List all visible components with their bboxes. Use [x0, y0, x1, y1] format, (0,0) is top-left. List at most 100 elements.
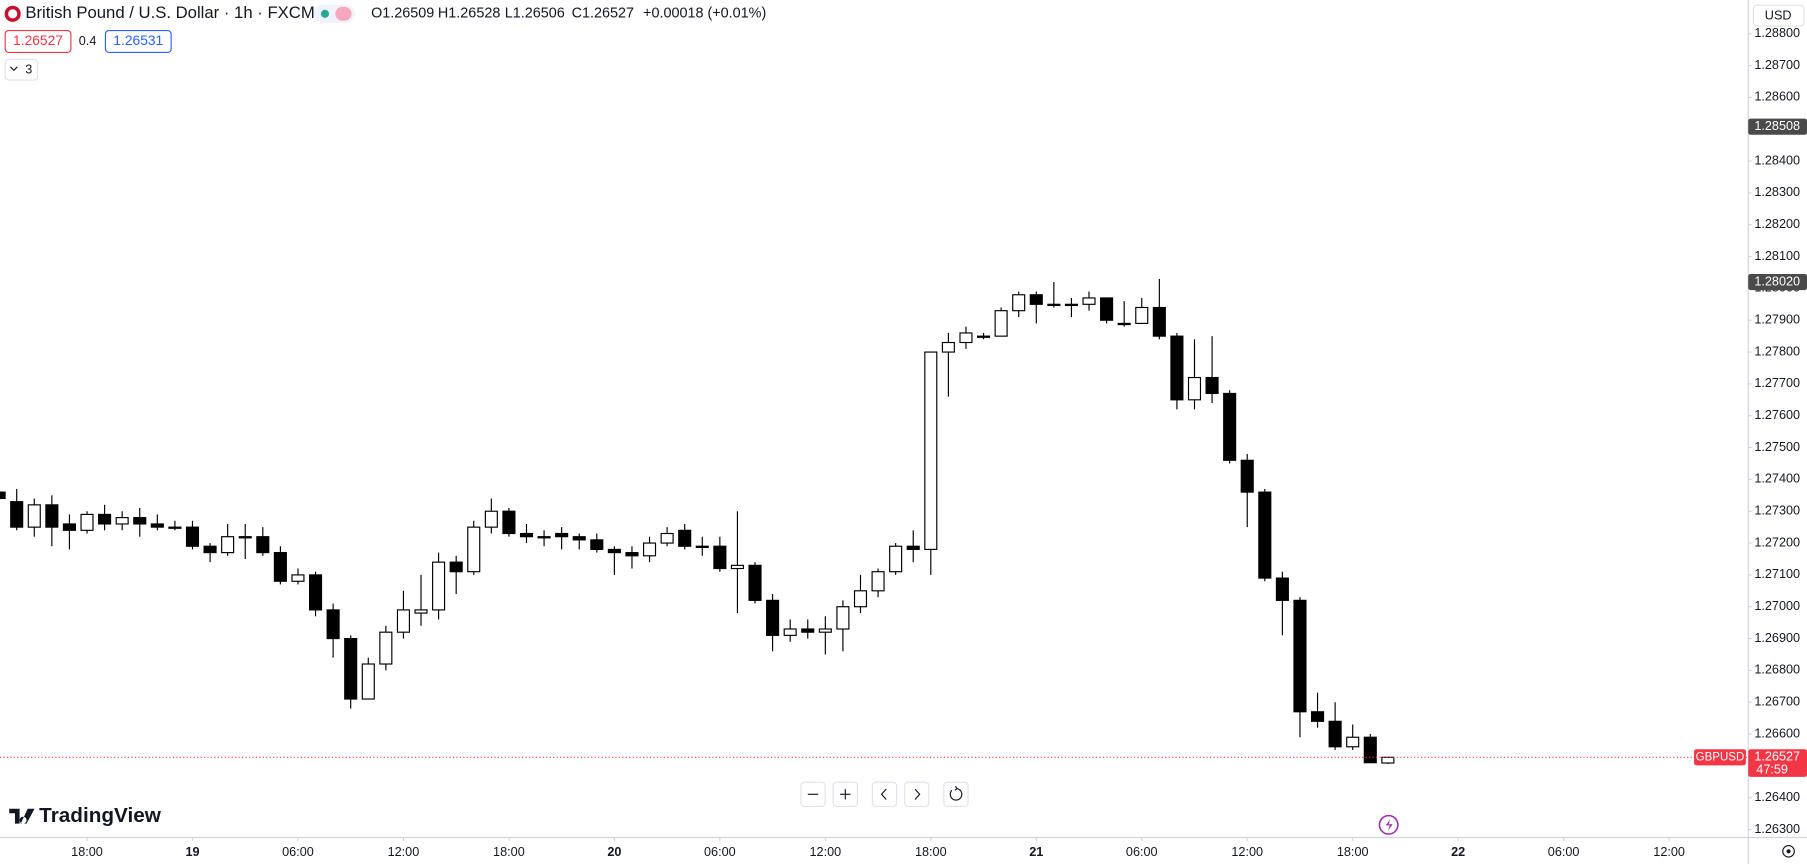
candle-body [80, 513, 94, 531]
zoom-in[interactable] [832, 781, 858, 807]
candle-body [0, 491, 6, 500]
symbol-icon-inner [8, 9, 18, 19]
candle-body [1064, 303, 1078, 307]
candle-body [695, 545, 709, 548]
candle-body [713, 545, 727, 570]
scroll-left[interactable] [871, 781, 898, 807]
y-tick-label: 1.26300 [1754, 822, 1800, 836]
y-tick-label: 1.26700 [1754, 695, 1800, 709]
candle-body [572, 536, 586, 541]
candle-body [853, 590, 868, 608]
candle-body [344, 637, 358, 700]
candle-body [1293, 599, 1307, 713]
candle-body [1363, 736, 1377, 764]
y-tick-label: 1.28700 [1754, 58, 1800, 72]
y-tick-label: 1.28800 [1754, 26, 1800, 40]
x-tick-label: 12:00 [809, 845, 841, 859]
indicators-toggle[interactable] [4, 58, 39, 81]
candle-body [45, 504, 59, 528]
market-open-dot [320, 9, 330, 18]
candle-body [1205, 376, 1219, 395]
y-tick-label: 1.26900 [1754, 631, 1800, 645]
y-tick-label: 1.27100 [1754, 567, 1800, 581]
candle-body [906, 545, 920, 550]
candle-body [150, 523, 164, 528]
price-marker-label: 1.28020 [1754, 274, 1800, 288]
candle-body [590, 539, 604, 550]
candle-body [1346, 736, 1360, 748]
candle-body [168, 526, 182, 529]
data-badge [335, 6, 352, 21]
y-tick-label: 1.26800 [1754, 663, 1800, 677]
y-tick-label: 1.27300 [1754, 504, 1800, 518]
x-tick-label: 19 [185, 845, 199, 859]
candle-body [1258, 491, 1272, 579]
scroll-right[interactable] [904, 781, 930, 807]
y-tick-label: 1.26600 [1754, 726, 1800, 740]
candle-body [396, 609, 410, 633]
plot [0, 278, 1395, 764]
candle-body [502, 510, 516, 535]
symbol-title[interactable]: British Pound / U.S. Dollar · 1h · FXCM [25, 3, 314, 22]
y-tick-label: 1.28200 [1754, 217, 1800, 231]
symbol-label-box [1694, 749, 1746, 766]
candle-body [871, 571, 885, 592]
candle-body [27, 504, 41, 528]
candle-body [766, 599, 780, 636]
x-tick-label: 06:00 [1548, 845, 1580, 859]
y-tick-label: 1.27000 [1754, 599, 1800, 613]
candle-body [519, 532, 534, 538]
candle-body [836, 606, 850, 630]
candle-body [273, 552, 287, 582]
zoom-out[interactable] [800, 781, 826, 807]
candle-body [1328, 720, 1342, 748]
candle-body [98, 513, 112, 525]
candle-body [221, 536, 235, 554]
candle-body [625, 552, 639, 557]
candle-body [1223, 392, 1237, 461]
candle-body [818, 628, 832, 633]
candle-body [1381, 756, 1395, 764]
brand-name: TradingView [39, 804, 162, 827]
y-tick-label: 1.26400 [1754, 790, 1800, 804]
sell-price: 1.26527 [13, 32, 63, 48]
candle-body [1100, 297, 1114, 321]
candle-body [62, 523, 76, 531]
candle-body [1240, 459, 1254, 493]
candle-body [115, 517, 129, 525]
brand-logo[interactable]: TradingView [9, 804, 162, 827]
candle-body [291, 574, 305, 582]
candle-body [1082, 297, 1096, 305]
reset-chart[interactable] [943, 781, 969, 807]
candle-body [537, 536, 551, 539]
y-tick-label: 1.27500 [1754, 440, 1800, 454]
candle-body [326, 609, 340, 640]
price-marker [1748, 273, 1807, 291]
currency-button[interactable] [1752, 4, 1805, 27]
buy-button[interactable] [104, 29, 172, 53]
candle-body [379, 631, 393, 665]
price-marker-label: 1.28508 [1754, 119, 1800, 133]
candle-body [1029, 294, 1043, 305]
y-tick-label: 1.28100 [1754, 249, 1800, 263]
candle-body [1047, 303, 1061, 307]
candle-body [1275, 577, 1289, 601]
sell-button[interactable] [4, 29, 72, 53]
ohlc-close: C1.26527 [572, 6, 634, 22]
y-tick-label: 1.27600 [1754, 408, 1800, 422]
settings-icon[interactable] [1782, 844, 1795, 858]
spread: 0.4 [79, 34, 97, 48]
candle-body [1170, 335, 1184, 401]
x-tick-label: 06:00 [282, 845, 314, 859]
ohlc-low: L1.26506 [505, 6, 565, 22]
ohlc-open: O1.26509 [371, 6, 434, 22]
last-price-box [1748, 749, 1807, 777]
candle-body [467, 526, 481, 573]
chevron [9, 66, 18, 72]
candle-body [801, 628, 815, 633]
y-tick-label: 1.28300 [1754, 185, 1800, 199]
buy-price: 1.26531 [113, 32, 163, 48]
candle-body [642, 542, 657, 557]
x-tick-label: 21 [1029, 845, 1043, 859]
candle-body [432, 561, 446, 611]
